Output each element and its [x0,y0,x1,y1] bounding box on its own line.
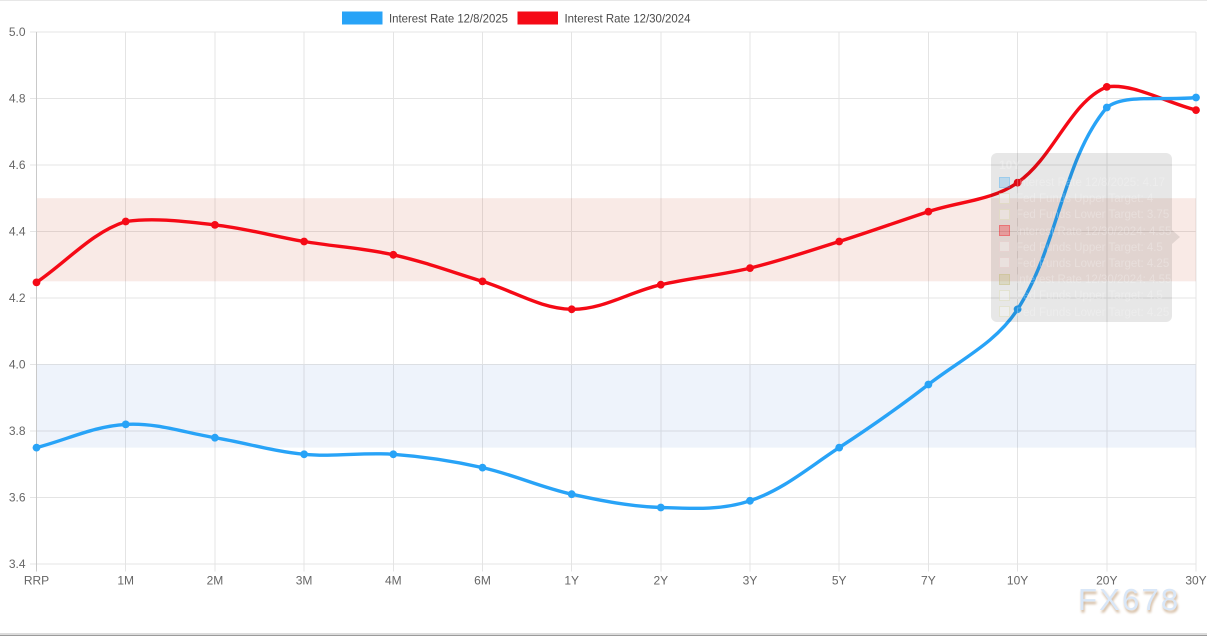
svg-text:5Y: 5Y [832,574,847,588]
svg-text:7Y: 7Y [921,574,936,588]
svg-text:3Y: 3Y [743,574,758,588]
svg-text:4M: 4M [385,574,402,588]
svg-text:4.6: 4.6 [9,158,26,172]
svg-text:1Y: 1Y [564,574,579,588]
svg-text:6M: 6M [474,574,491,588]
svg-text:3.4: 3.4 [9,557,26,571]
svg-text:10Y: 10Y [1007,574,1028,588]
svg-text:2M: 2M [207,574,224,588]
svg-text:3M: 3M [296,574,313,588]
svg-text:4.2: 4.2 [9,291,26,305]
svg-text:3.6: 3.6 [9,491,26,505]
svg-text:1M: 1M [117,574,134,588]
svg-text:2Y: 2Y [653,574,668,588]
svg-text:5.0: 5.0 [9,25,26,39]
svg-text:Interest Rate 12/8/2025: Interest Rate 12/8/2025 [389,12,508,26]
svg-text:30Y: 30Y [1185,574,1206,588]
svg-text:4.4: 4.4 [9,225,26,239]
svg-text:20Y: 20Y [1096,574,1117,588]
svg-text:RRP: RRP [24,574,49,588]
svg-text:4.8: 4.8 [9,92,26,106]
svg-text:Interest Rate 12/30/2024: Interest Rate 12/30/2024 [565,12,691,26]
svg-text:4.0: 4.0 [9,358,26,372]
svg-text:3.8: 3.8 [9,424,26,438]
